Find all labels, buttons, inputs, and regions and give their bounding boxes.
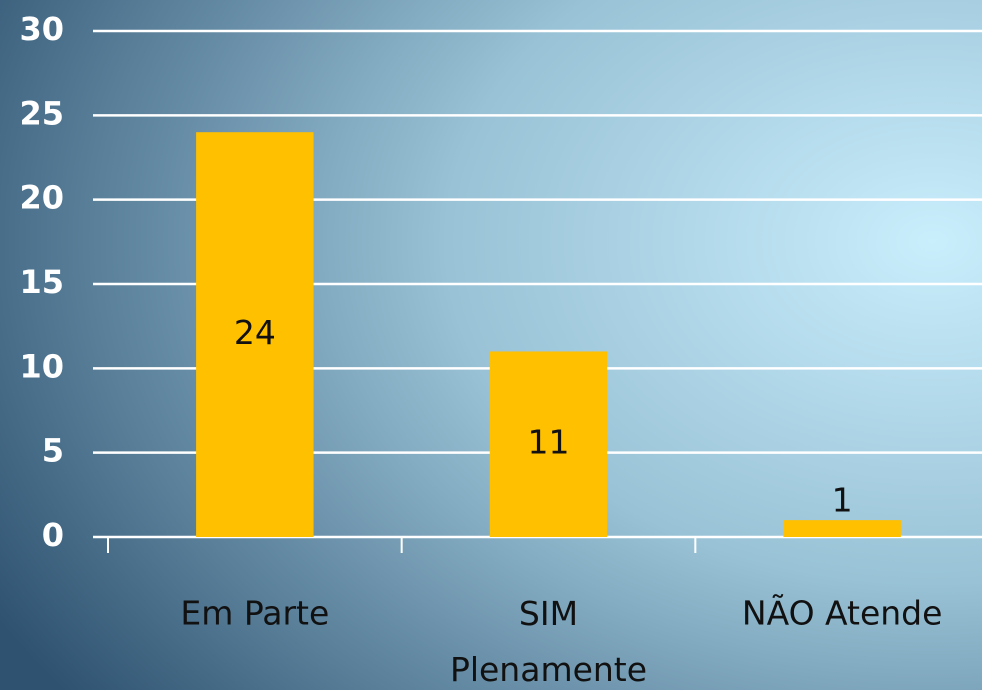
value-label: 1 bbox=[832, 481, 853, 520]
bar bbox=[783, 520, 901, 537]
y-tick-label: 30 bbox=[19, 10, 64, 48]
bar bbox=[489, 351, 608, 537]
y-tick-label: 5 bbox=[42, 432, 64, 470]
y-tick-label: 25 bbox=[19, 94, 64, 132]
value-label: 11 bbox=[528, 423, 570, 462]
x-tick-label: Em Parte bbox=[180, 594, 329, 633]
y-tick-label: 10 bbox=[19, 347, 64, 385]
bar bbox=[196, 132, 314, 537]
y-tick-label: 20 bbox=[19, 179, 64, 217]
x-tick-label: SIM Plenamente bbox=[450, 594, 647, 689]
y-tick-label: 0 bbox=[42, 516, 64, 554]
value-label: 24 bbox=[234, 313, 276, 352]
x-tick-label: NÃO Atende bbox=[742, 594, 943, 633]
y-tick-label: 15 bbox=[19, 263, 64, 301]
